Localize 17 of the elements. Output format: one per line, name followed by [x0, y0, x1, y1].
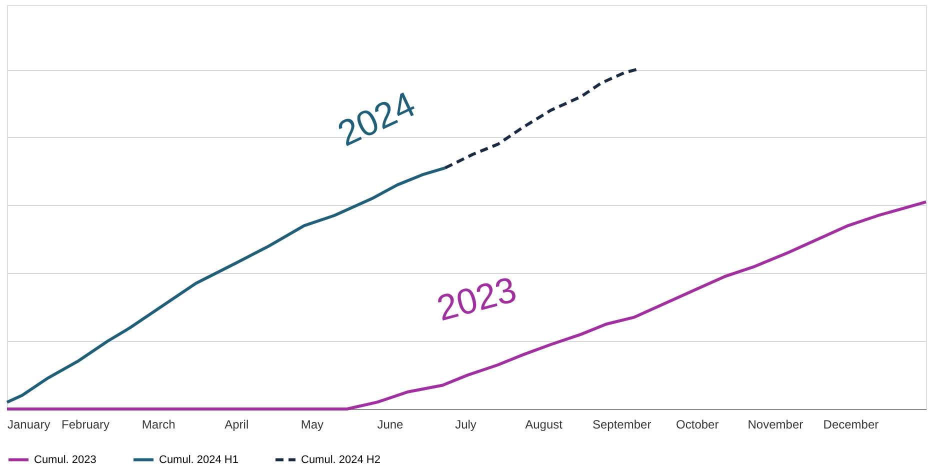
- x-tick-label: September: [592, 418, 652, 432]
- legend-label: Cumul. 2024 H1: [159, 454, 238, 466]
- annotation: 2023: [432, 268, 521, 329]
- x-tick-label: August: [525, 418, 564, 432]
- x-tick-label: January: [8, 418, 50, 432]
- x-tick-label: December: [823, 418, 879, 432]
- legend-label: Cumul. 2024 H2: [301, 454, 380, 466]
- x-tick-label: October: [676, 418, 719, 432]
- x-tick-label: May: [300, 418, 324, 432]
- x-tick-label: November: [748, 418, 804, 432]
- legend-label: Cumul. 2023: [34, 454, 96, 466]
- x-tick-label: April: [224, 418, 249, 432]
- x-tick-label: March: [142, 418, 176, 432]
- x-tick-label: February: [62, 418, 110, 432]
- x-tick-label: June: [377, 418, 404, 432]
- x-tick-label: July: [455, 418, 476, 432]
- annotation: 2024: [331, 83, 422, 154]
